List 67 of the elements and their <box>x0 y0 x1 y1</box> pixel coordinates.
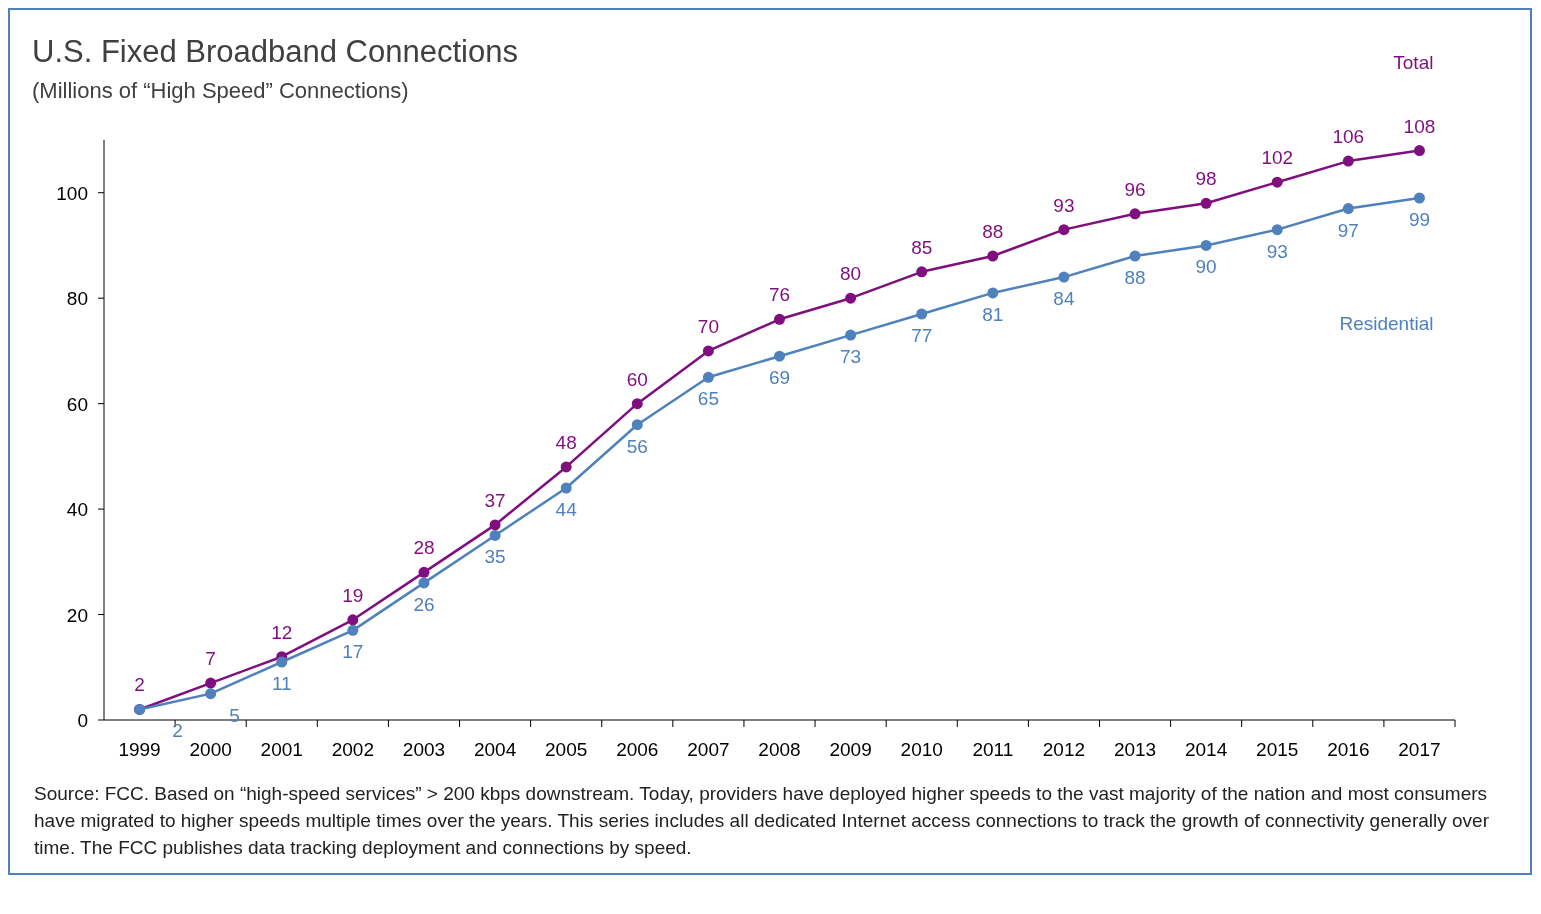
x-tick-label: 2007 <box>687 739 730 760</box>
data-label: 106 <box>1332 126 1365 148</box>
data-label: 88 <box>982 221 1004 242</box>
y-tick-label: 60 <box>66 393 88 415</box>
source-note: Source: FCC. Based on “high-speed services” > 200 kbps downstream. Today, providers have deployed higher speeds to the vast majority of the nation and most consumers have migrated to higher speeds multiple times over the years. This series includes all dedicated Internet access connections to track the growth of connectivity generally over time. The FCC publishes data tracking deployment and connections by speed. <box>34 782 1490 860</box>
x-tick-label: 2011 <box>972 739 1014 760</box>
x-tick-label: 2006 <box>616 739 659 760</box>
chart-subtitle: (Millions of “High Speed” Connections) <box>32 78 409 103</box>
x-tick-label: 2000 <box>189 739 232 760</box>
x-tick-label: 1999 <box>118 739 161 760</box>
data-label: 97 <box>1337 219 1359 241</box>
x-tick-label: 2009 <box>829 739 872 760</box>
data-label: 93 <box>1266 240 1288 262</box>
data-label: 17 <box>342 641 364 663</box>
x-tick-label: 2012 <box>1042 739 1086 760</box>
y-tick-label: 80 <box>66 288 88 310</box>
data-label: 76 <box>768 284 791 306</box>
data-label: 37 <box>484 489 506 511</box>
data-label: 11 <box>271 673 292 694</box>
x-tick-label: 2016 <box>1327 739 1370 760</box>
data-label: 98 <box>1195 168 1217 190</box>
data-label: 69 <box>768 367 791 389</box>
data-label: 77 <box>911 325 933 346</box>
y-tick-label: 0 <box>77 710 88 731</box>
data-label: 99 <box>1408 209 1431 230</box>
data-label: 65 <box>697 388 719 410</box>
data-label: 48 <box>555 431 577 453</box>
data-label: 35 <box>484 546 506 568</box>
x-tick-label: 2010 <box>900 739 943 760</box>
data-label: 7 <box>205 648 216 670</box>
y-tick-label: 100 <box>56 182 88 204</box>
data-label: 88 <box>1124 267 1146 288</box>
data-label: 85 <box>911 236 933 258</box>
data-label: 60 <box>626 368 648 390</box>
data-label: 81 <box>982 303 1004 325</box>
data-label: 19 <box>342 584 364 606</box>
data-label: 28 <box>413 537 435 559</box>
data-label: 96 <box>1124 178 1146 200</box>
data-label: 108 <box>1403 115 1436 137</box>
x-tick-label: 2014 <box>1184 739 1228 760</box>
text: Total <box>1393 51 1434 73</box>
chart-title: U.S. Fixed Broadband Connections <box>32 34 518 69</box>
x-tick-label: 2013 <box>1113 739 1157 760</box>
text: Residential <box>1339 313 1434 334</box>
x-tick-label: 2017 <box>1398 739 1441 760</box>
x-tick-label: 2004 <box>473 739 517 760</box>
data-label: 2 <box>134 674 145 696</box>
x-tick-label: 2005 <box>545 739 588 760</box>
y-tick-label: 40 <box>66 499 88 521</box>
data-label: 26 <box>413 593 435 615</box>
data-label: 12 <box>271 621 293 643</box>
data-label: 84 <box>1053 288 1075 310</box>
data-label: 44 <box>555 499 578 520</box>
data-label: 80 <box>840 263 862 285</box>
data-label: 102 <box>1261 147 1294 169</box>
data-label: 56 <box>626 435 648 457</box>
x-tick-label: 2003 <box>402 739 446 760</box>
x-tick-label: 2002 <box>331 739 375 760</box>
data-label: 2 <box>172 720 183 742</box>
x-tick-label: 2015 <box>1256 739 1299 760</box>
data-label: 73 <box>840 346 862 368</box>
y-tick-label: 20 <box>66 604 88 626</box>
data-label: 93 <box>1053 194 1075 216</box>
data-label: 90 <box>1195 256 1217 278</box>
data-label: 70 <box>697 315 719 337</box>
x-tick-label: 2001 <box>260 739 303 760</box>
x-tick-label: 2008 <box>758 739 801 760</box>
